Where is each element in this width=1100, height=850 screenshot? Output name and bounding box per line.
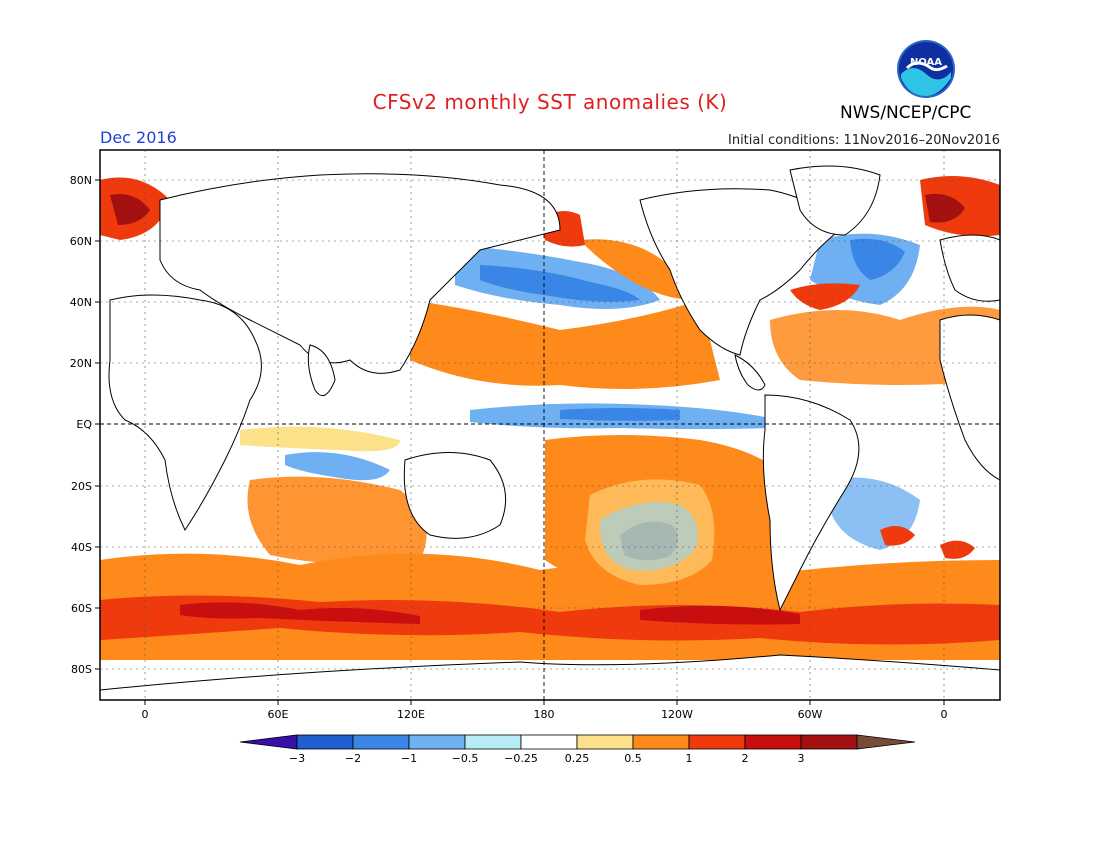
south-pacific-near-neutral: [585, 479, 715, 585]
legend-tick-3: 3: [798, 752, 805, 765]
noaa-logo-wave: [901, 68, 951, 96]
legend-swatch-2: [352, 734, 410, 750]
lon-label-180: 180: [534, 708, 555, 721]
equatorial-cold-core: [560, 408, 680, 421]
central-america: [734, 354, 766, 391]
legend-tick-0-5: 0.5: [624, 752, 642, 765]
eurasia: [159, 173, 561, 374]
legend-tick-minus-1: −1: [401, 752, 417, 765]
lon-gridlines: [144, 150, 945, 700]
legend-swatches: [239, 734, 916, 750]
north-atlantic-cold-core: [850, 238, 905, 280]
lon-ticks: [144, 700, 945, 705]
gulf-stream-warm: [790, 283, 860, 310]
south-america: [762, 394, 860, 612]
forecast-period: Dec 2016: [100, 128, 177, 147]
southern-ocean-strong-warm: [100, 595, 1000, 645]
agency-label: NWS/NCEP/CPC: [840, 103, 972, 123]
lat-label-60s: 60S: [71, 602, 92, 615]
lat-label-20n: 20N: [70, 357, 92, 370]
legend-arrow-low: [239, 734, 298, 750]
legend-tick-minus-0-25: −0.25: [504, 752, 538, 765]
lon-label-60e: 60E: [268, 708, 289, 721]
initial-conditions: Initial conditions: 11Nov2016–20Nov2016: [728, 133, 1000, 148]
chart-title: CFSv2 monthly SST anomalies (K): [372, 90, 728, 114]
lat-label-80n: 80N: [70, 174, 92, 187]
legend-tick-1: 1: [686, 752, 693, 765]
gulf-of-alaska-warm: [580, 239, 690, 300]
indian-ocean-neutral-yellow: [240, 426, 400, 452]
noaa-logo: NOAA: [897, 40, 955, 98]
lat-labels: 80N 60N 40N 20N EQ 20S 40S 60S 80S: [70, 174, 93, 676]
legend-swatch-8: [688, 734, 746, 750]
antarctica: [100, 654, 1000, 700]
lat-label-40n: 40N: [70, 296, 92, 309]
lat-label-eq: EQ: [76, 418, 92, 431]
south-atlantic-warm-patches: [880, 526, 975, 559]
legend-swatch-4: [464, 734, 522, 750]
legend-swatch-3: [408, 734, 466, 750]
north-america: [639, 188, 841, 356]
noaa-logo-text: NOAA: [910, 57, 942, 68]
lon-labels: 0 60E 120E 180 120W 60W 0: [142, 708, 948, 721]
lat-label-60n: 60N: [70, 235, 92, 248]
lon-label-0-east: 0: [941, 708, 948, 721]
legend-tick-minus-2: −2: [345, 752, 361, 765]
legend-swatch-1: [296, 734, 354, 750]
lat-label-20s: 20S: [71, 480, 92, 493]
africa: [108, 294, 262, 531]
indian-ocean-warm: [247, 476, 427, 564]
southern-ocean-very-warm: [180, 602, 800, 625]
legend-swatch-9: [744, 734, 802, 750]
lon-label-0: 0: [142, 708, 149, 721]
barents-sea-hot-core: [110, 194, 150, 225]
legend-arrow-high: [856, 734, 916, 750]
noaa-logo-gull: [905, 61, 948, 72]
indian-ocean-cold-band: [285, 452, 390, 481]
map-frame: [99, 149, 1001, 701]
africa-east-copy: [939, 314, 1000, 481]
legend-swatch-5: [520, 734, 578, 750]
lon-label-120e: 120E: [397, 708, 425, 721]
reference-lines: [100, 150, 1000, 700]
lat-ticks: [95, 179, 100, 670]
lat-label-40s: 40S: [71, 541, 92, 554]
india: [307, 344, 336, 397]
legend-swatch-10: [800, 734, 858, 750]
legend-tick-labels: −3 −2 −1 −0.5 −0.25 0.25 0.5 1 2 3: [289, 752, 805, 765]
legend-tick-2: 2: [742, 752, 749, 765]
continent-outlines: [100, 165, 1000, 700]
barents-sea-hot-core-east: [925, 193, 965, 223]
legend-swatch-6: [576, 734, 634, 750]
australia: [403, 452, 507, 539]
greenland: [789, 165, 881, 236]
legend-tick-minus-3: −3: [289, 752, 305, 765]
legend-tick-minus-0-5: −0.5: [452, 752, 479, 765]
legend-tick-0-25: 0.25: [565, 752, 590, 765]
lat-gridlines: [100, 179, 1000, 670]
lat-label-80s: 80S: [71, 663, 92, 676]
north-pacific-cold-core: [480, 265, 640, 302]
lon-label-60w: 60W: [798, 708, 823, 721]
lon-label-120w: 120W: [661, 708, 693, 721]
legend-swatch-7: [632, 734, 690, 750]
north-pacific-warm-band: [410, 300, 720, 389]
europe-west: [939, 234, 1000, 302]
